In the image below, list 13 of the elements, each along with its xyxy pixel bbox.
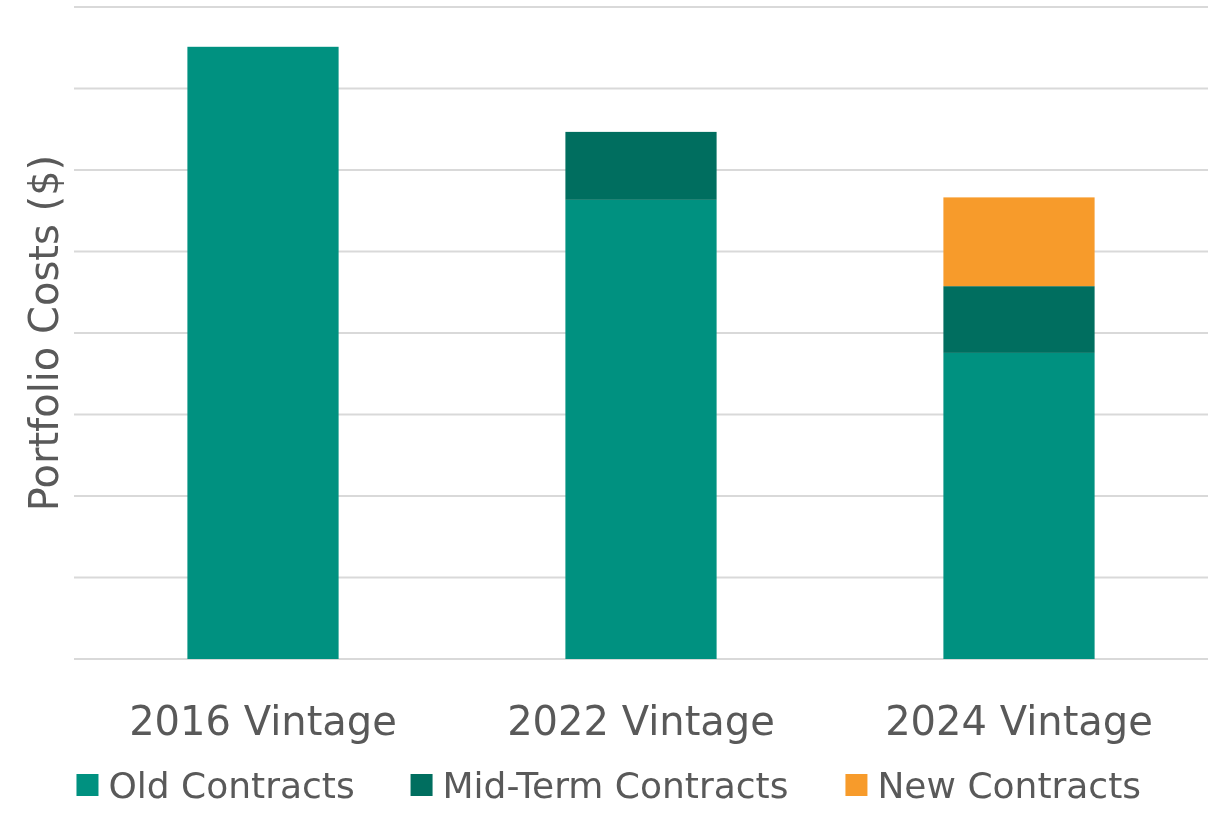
bar	[565, 131, 717, 200]
legend-label: Old Contracts	[108, 765, 355, 806]
x-tick-label: 2016 Vintage	[129, 698, 397, 744]
bar	[943, 352, 1095, 659]
bar	[943, 286, 1095, 353]
x-tick-label: 2022 Vintage	[507, 698, 775, 744]
bar	[187, 46, 339, 659]
y-axis-title: Portfolio Costs ($)	[21, 154, 67, 512]
x-tick-label: 2024 Vintage	[885, 698, 1153, 744]
legend-label: New Contracts	[877, 765, 1142, 806]
bar	[943, 197, 1095, 287]
legend-label: Mid-Term Contracts	[442, 765, 789, 806]
bar	[565, 199, 717, 659]
